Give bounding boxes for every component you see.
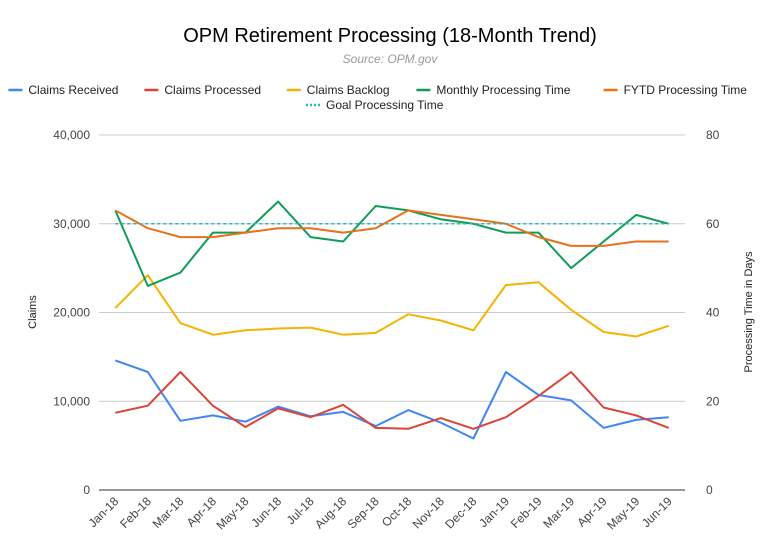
series-line-claims-received bbox=[114, 359, 669, 440]
x-tick-label: Mar-18 bbox=[150, 494, 187, 531]
y2-tick-label: 60 bbox=[706, 217, 720, 231]
y-tick-label: 30,000 bbox=[53, 217, 90, 231]
legend-label: FYTD Processing Time bbox=[624, 83, 748, 97]
legend-label: Claims Received bbox=[28, 83, 118, 97]
x-tick-label: Jan-19 bbox=[476, 494, 512, 530]
y-axis-right: 0 20 40 60 80 bbox=[706, 128, 720, 497]
y-tick-label: 0 bbox=[83, 483, 90, 497]
x-tick-label: Feb-19 bbox=[508, 494, 545, 531]
gridlines bbox=[99, 134, 685, 491]
y-tick-label: 20,000 bbox=[53, 306, 90, 320]
legend: Claims Received Claims Processed Claims Ba… bbox=[8, 83, 747, 112]
x-tick-label: Nov-18 bbox=[410, 494, 447, 531]
y-tick-label: 10,000 bbox=[53, 394, 90, 408]
legend-item: Claims Backlog bbox=[286, 83, 390, 97]
legend-label: Monthly Processing Time bbox=[436, 83, 570, 97]
legend-label: Claims Processed bbox=[164, 83, 261, 97]
legend-label: Claims Backlog bbox=[307, 83, 390, 97]
chart-subtitle: Source: OPM.gov bbox=[343, 52, 439, 66]
x-tick-label: Mar-19 bbox=[540, 494, 577, 531]
y-axis-title: Claims bbox=[27, 295, 39, 329]
x-tick-label: Feb-18 bbox=[117, 494, 154, 531]
x-tick-label: Oct-18 bbox=[379, 494, 415, 530]
y2-tick-label: 0 bbox=[706, 483, 713, 497]
y2-axis-title: Processing Time in Days bbox=[743, 251, 755, 373]
x-tick-label: May-18 bbox=[213, 494, 251, 532]
series-line-claims-backlog bbox=[114, 274, 670, 338]
y2-tick-label: 80 bbox=[706, 128, 720, 142]
y2-tick-label: 20 bbox=[706, 394, 720, 408]
series-line-claims-processed bbox=[115, 371, 670, 430]
x-tick-label: May-19 bbox=[604, 494, 642, 532]
legend-item: Claims Processed bbox=[144, 83, 261, 97]
x-tick-label: Dec-18 bbox=[442, 494, 479, 531]
series-line-fytd-processing-time bbox=[114, 209, 669, 247]
legend-label: Goal Processing Time bbox=[326, 98, 444, 112]
legend-item: FYTD Processing Time bbox=[603, 83, 748, 97]
x-tick-label: Jun-18 bbox=[248, 494, 284, 530]
y-tick-label: 40,000 bbox=[53, 128, 90, 142]
x-tick-label: Aug-18 bbox=[312, 494, 349, 531]
y-axis-left: 0 10,000 20,000 30,000 40,000 bbox=[53, 128, 90, 497]
x-tick-label: Sep-18 bbox=[345, 494, 382, 531]
legend-item: Monthly Processing Time bbox=[416, 83, 571, 97]
y2-tick-label: 40 bbox=[706, 306, 720, 320]
legend-item: Claims Received bbox=[8, 83, 118, 97]
series-group bbox=[114, 200, 670, 440]
series-line-monthly-processing-time bbox=[114, 200, 669, 287]
legend-item: Goal Processing Time bbox=[306, 98, 444, 112]
chart-title: OPM Retirement Processing (18-Month Tren… bbox=[183, 25, 597, 47]
x-tick-label: Jun-19 bbox=[639, 494, 675, 530]
x-tick-label: Jan-18 bbox=[86, 494, 122, 530]
